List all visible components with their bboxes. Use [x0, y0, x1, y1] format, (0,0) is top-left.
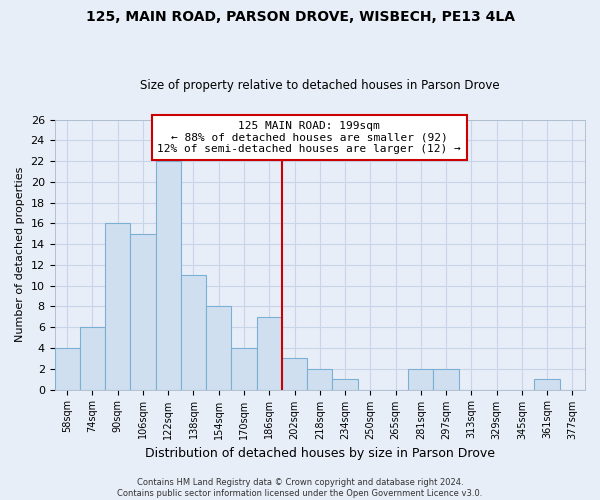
Bar [257, 317, 282, 390]
Bar [155, 161, 181, 390]
Bar [307, 369, 332, 390]
X-axis label: Distribution of detached houses by size in Parson Drove: Distribution of detached houses by size … [145, 447, 495, 460]
Text: 125, MAIN ROAD, PARSON DROVE, WISBECH, PE13 4LA: 125, MAIN ROAD, PARSON DROVE, WISBECH, P… [86, 10, 515, 24]
Bar [55, 348, 80, 390]
Text: Contains HM Land Registry data © Crown copyright and database right 2024.
Contai: Contains HM Land Registry data © Crown c… [118, 478, 482, 498]
Bar [282, 358, 307, 390]
Bar [80, 328, 105, 390]
Bar [181, 276, 206, 390]
Title: Size of property relative to detached houses in Parson Drove: Size of property relative to detached ho… [140, 79, 500, 92]
Bar [408, 369, 433, 390]
Bar [332, 379, 358, 390]
Bar [206, 306, 232, 390]
Bar [105, 224, 130, 390]
Bar [130, 234, 155, 390]
Bar [433, 369, 458, 390]
Bar [535, 379, 560, 390]
Text: 125 MAIN ROAD: 199sqm
← 88% of detached houses are smaller (92)
12% of semi-deta: 125 MAIN ROAD: 199sqm ← 88% of detached … [157, 121, 461, 154]
Y-axis label: Number of detached properties: Number of detached properties [15, 167, 25, 342]
Bar [232, 348, 257, 390]
